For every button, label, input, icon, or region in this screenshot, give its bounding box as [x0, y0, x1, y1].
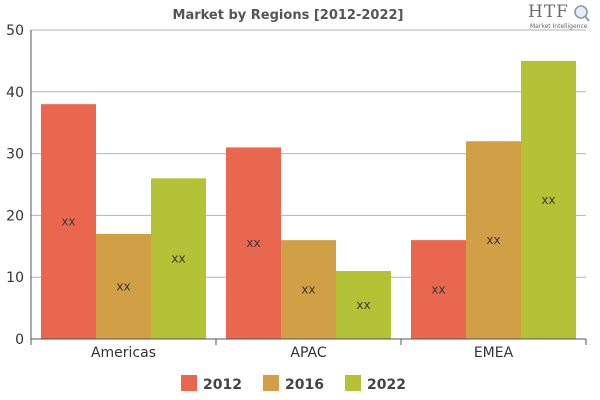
- bar-data-label: xx: [246, 236, 260, 250]
- legend-swatch-2012: [181, 375, 197, 391]
- bar-data-label: xx: [541, 193, 555, 207]
- y-tick-label: 50: [6, 23, 24, 39]
- y-tick-label: 10: [6, 270, 24, 286]
- y-tick-label: 40: [6, 85, 24, 101]
- axes: 0 10 20 30 40 50 Americas APAC EMEA: [6, 23, 587, 361]
- bar-data-label: xx: [431, 283, 445, 297]
- bars: xx xx xx xx xx xx xx xx xx: [41, 60, 576, 340]
- bar-data-label: xx: [61, 215, 75, 229]
- bar-2022: [151, 178, 206, 339]
- y-tick-label: 0: [15, 332, 24, 348]
- legend-label-2012: 2012: [203, 377, 242, 393]
- bar-2022: [521, 60, 576, 340]
- logo-subtitle: Market Intelligence: [530, 23, 588, 30]
- legend-swatch-2022: [345, 375, 361, 391]
- legend-label-2022: 2022: [367, 377, 406, 393]
- bar-2012: [411, 240, 466, 339]
- bar-2016: [281, 240, 336, 339]
- chart-title: Market by Regions [2012-2022]: [173, 8, 404, 23]
- logo-mark: HTF: [528, 2, 569, 22]
- bar-data-label: xx: [356, 298, 370, 312]
- bar-2016: [466, 141, 521, 339]
- bar-2012: [226, 147, 281, 339]
- x-tick-label: EMEA: [474, 345, 514, 361]
- bar-2022: [336, 271, 391, 339]
- x-tick-label: Americas: [91, 345, 156, 361]
- y-tick-label: 20: [6, 208, 24, 224]
- x-tick-label: APAC: [290, 345, 326, 361]
- legend-label-2016: 2016: [285, 377, 324, 393]
- magnifier-icon: [574, 5, 590, 22]
- bar-data-label: xx: [486, 233, 500, 247]
- y-tick-label: 30: [6, 147, 24, 163]
- legend-swatch-2016: [263, 375, 279, 391]
- bar-data-label: xx: [116, 279, 130, 293]
- bar-2016: [96, 233, 151, 339]
- bar-data-label: xx: [171, 252, 185, 266]
- bar-data-label: xx: [301, 283, 315, 297]
- legend: 2012 2016 2022: [181, 375, 406, 393]
- htf-logo: HTF Market Intelligence: [520, 2, 598, 36]
- bar-2012: [41, 104, 96, 339]
